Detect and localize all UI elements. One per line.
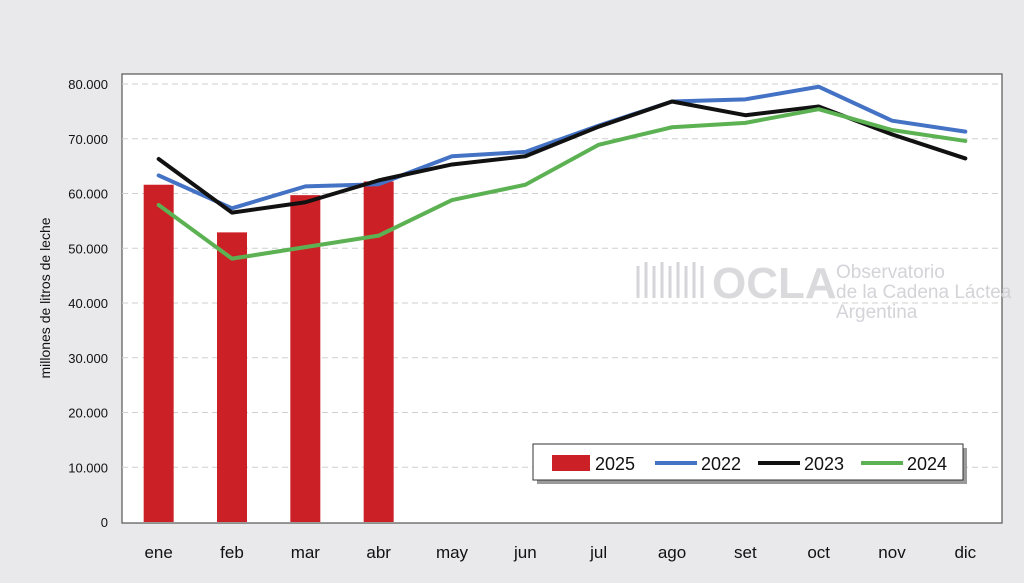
ocla-watermark: OCLA Observatorio de la Cadena Láctea Ar… (636, 259, 1012, 323)
x-tick-label: feb (220, 543, 244, 562)
legend-label-2023: 2023 (804, 454, 844, 474)
x-tick-labels: ene feb mar abr may jun jul ago set oct nov dic (144, 543, 976, 562)
watermark-line-3: Argentina (836, 302, 918, 323)
legend-items: 2025 2022 2023 2024 (552, 454, 947, 474)
y-tick-label: 50.000 (68, 241, 108, 256)
bar-2025 (217, 232, 247, 522)
watermark-line-2: de la Cadena Láctea (836, 282, 1012, 303)
y-tick-label: 20.000 (68, 406, 108, 421)
legend: 2025 2022 2023 2024 (532, 443, 967, 484)
x-tick-label: mar (291, 543, 321, 562)
legend-label-2024: 2024 (907, 454, 947, 474)
x-tick-label: set (734, 543, 757, 562)
y-axis-label: millones de litros de leche (37, 217, 53, 378)
y-tick-label: 40.000 (68, 296, 108, 311)
x-tick-label: abr (366, 543, 391, 562)
series-line-2024 (156, 107, 968, 261)
watermark-brand: OCLA (712, 259, 837, 308)
x-tick-label: jul (589, 543, 607, 562)
bar-2025 (143, 184, 174, 523)
x-tick-label: dic (954, 543, 976, 562)
y-tick-label: 30.000 (68, 351, 108, 366)
series-lines (156, 84, 968, 261)
x-tick-label: ene (144, 543, 172, 562)
x-tick-label: may (436, 543, 469, 562)
legend-label-2025: 2025 (595, 454, 635, 474)
legend-swatch-2025 (552, 455, 590, 471)
y-tick-label: 10.000 (68, 460, 108, 475)
legend-label-2022: 2022 (701, 454, 741, 474)
x-tick-label: ago (658, 543, 686, 562)
bars-2025 (143, 181, 394, 523)
y-tick-label: 0 (101, 515, 108, 530)
y-tick-labels: 0 10.000 20.000 30.000 40.000 50.000 60.000 70.… (68, 77, 108, 530)
x-tick-label: jun (513, 543, 537, 562)
ocla-logo-icon (636, 262, 704, 298)
y-tick-label: 60.000 (68, 187, 108, 202)
y-tick-label: 80.000 (68, 77, 108, 92)
watermark-line-1: Observatorio (836, 262, 945, 283)
y-tick-label: 70.000 (68, 132, 108, 147)
x-tick-label: oct (807, 543, 830, 562)
x-tick-label: nov (878, 543, 906, 562)
series-line-2022 (156, 84, 968, 211)
